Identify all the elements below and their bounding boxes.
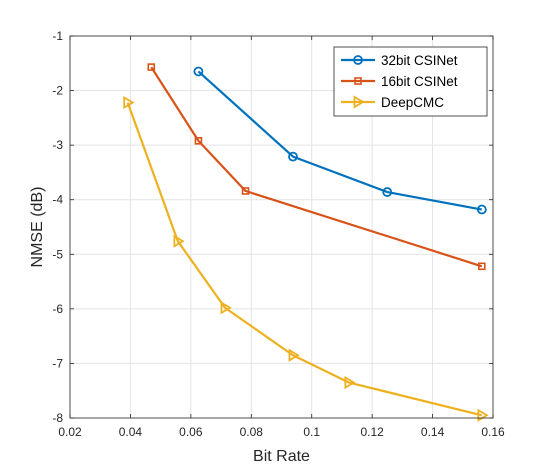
- series-2: [123, 96, 489, 422]
- legend-label: 32bit CSINet: [381, 53, 458, 68]
- legend-marker: [354, 77, 362, 85]
- y-axis-label: NMSE (dB): [29, 187, 46, 268]
- data-point: [344, 375, 356, 390]
- data-point: [147, 63, 156, 71]
- x-tick-label: 0.12: [360, 425, 384, 439]
- y-tick-label: -7: [52, 356, 63, 370]
- y-tick-label: -8: [52, 411, 63, 425]
- data-point: [288, 348, 300, 362]
- legend-label: DeepCMC: [381, 95, 444, 110]
- y-tick-label: -2: [52, 84, 63, 98]
- y-tick-label: -5: [52, 247, 63, 261]
- y-tick-label: -6: [52, 302, 63, 316]
- series-line: [150, 66, 483, 268]
- y-tick-label: -3: [52, 138, 63, 152]
- y-tick-label: -1: [52, 29, 63, 43]
- x-tick-label: 0.06: [179, 425, 203, 439]
- data-point: [123, 96, 135, 110]
- series-line: [126, 102, 483, 417]
- data-point: [194, 136, 203, 145]
- legend-marker: [353, 95, 365, 109]
- x-tick-label: 0.16: [481, 425, 505, 439]
- data-point: [193, 66, 204, 77]
- plot-frame: [69, 35, 494, 419]
- data-point: [288, 151, 298, 162]
- data-point: [241, 187, 250, 195]
- data-point: [476, 204, 487, 215]
- y-tick-label: -4: [52, 193, 63, 207]
- series-layer: [123, 63, 489, 422]
- series-1: [147, 63, 486, 271]
- x-tick-label: 0.1: [303, 425, 320, 439]
- axis-ticks: 0.02 0.04 0.06 0.08 0.1 0.12 0.14 0.16 -8 -7 -6 -5 -…: [52, 29, 505, 439]
- x-tick-label: 0.02: [58, 425, 82, 439]
- data-point: [382, 187, 393, 197]
- x-tick-label: 0.14: [421, 425, 445, 439]
- series-line: [197, 70, 483, 211]
- series-0: [193, 66, 487, 215]
- legend: 32bit CSINet 16bit CSINet DeepCMC: [333, 46, 488, 117]
- legend-label: 16bit CSINet: [381, 74, 458, 89]
- data-point: [220, 301, 232, 315]
- legend-marker: [353, 55, 363, 65]
- x-axis-label: Bit Rate: [253, 448, 310, 465]
- data-point: [173, 234, 185, 248]
- x-tick-label: 0.04: [119, 425, 143, 439]
- x-tick-label: 0.08: [240, 425, 264, 439]
- data-point: [478, 262, 486, 271]
